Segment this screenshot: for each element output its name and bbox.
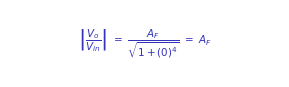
- Text: $\left|\dfrac{V_o}{V_{in}}\right| \ = \ \dfrac{A_F}{\sqrt{1 + (0)^4}} \ = \ A_F$: $\left|\dfrac{V_o}{V_{in}}\right| \ = \ …: [77, 27, 212, 60]
